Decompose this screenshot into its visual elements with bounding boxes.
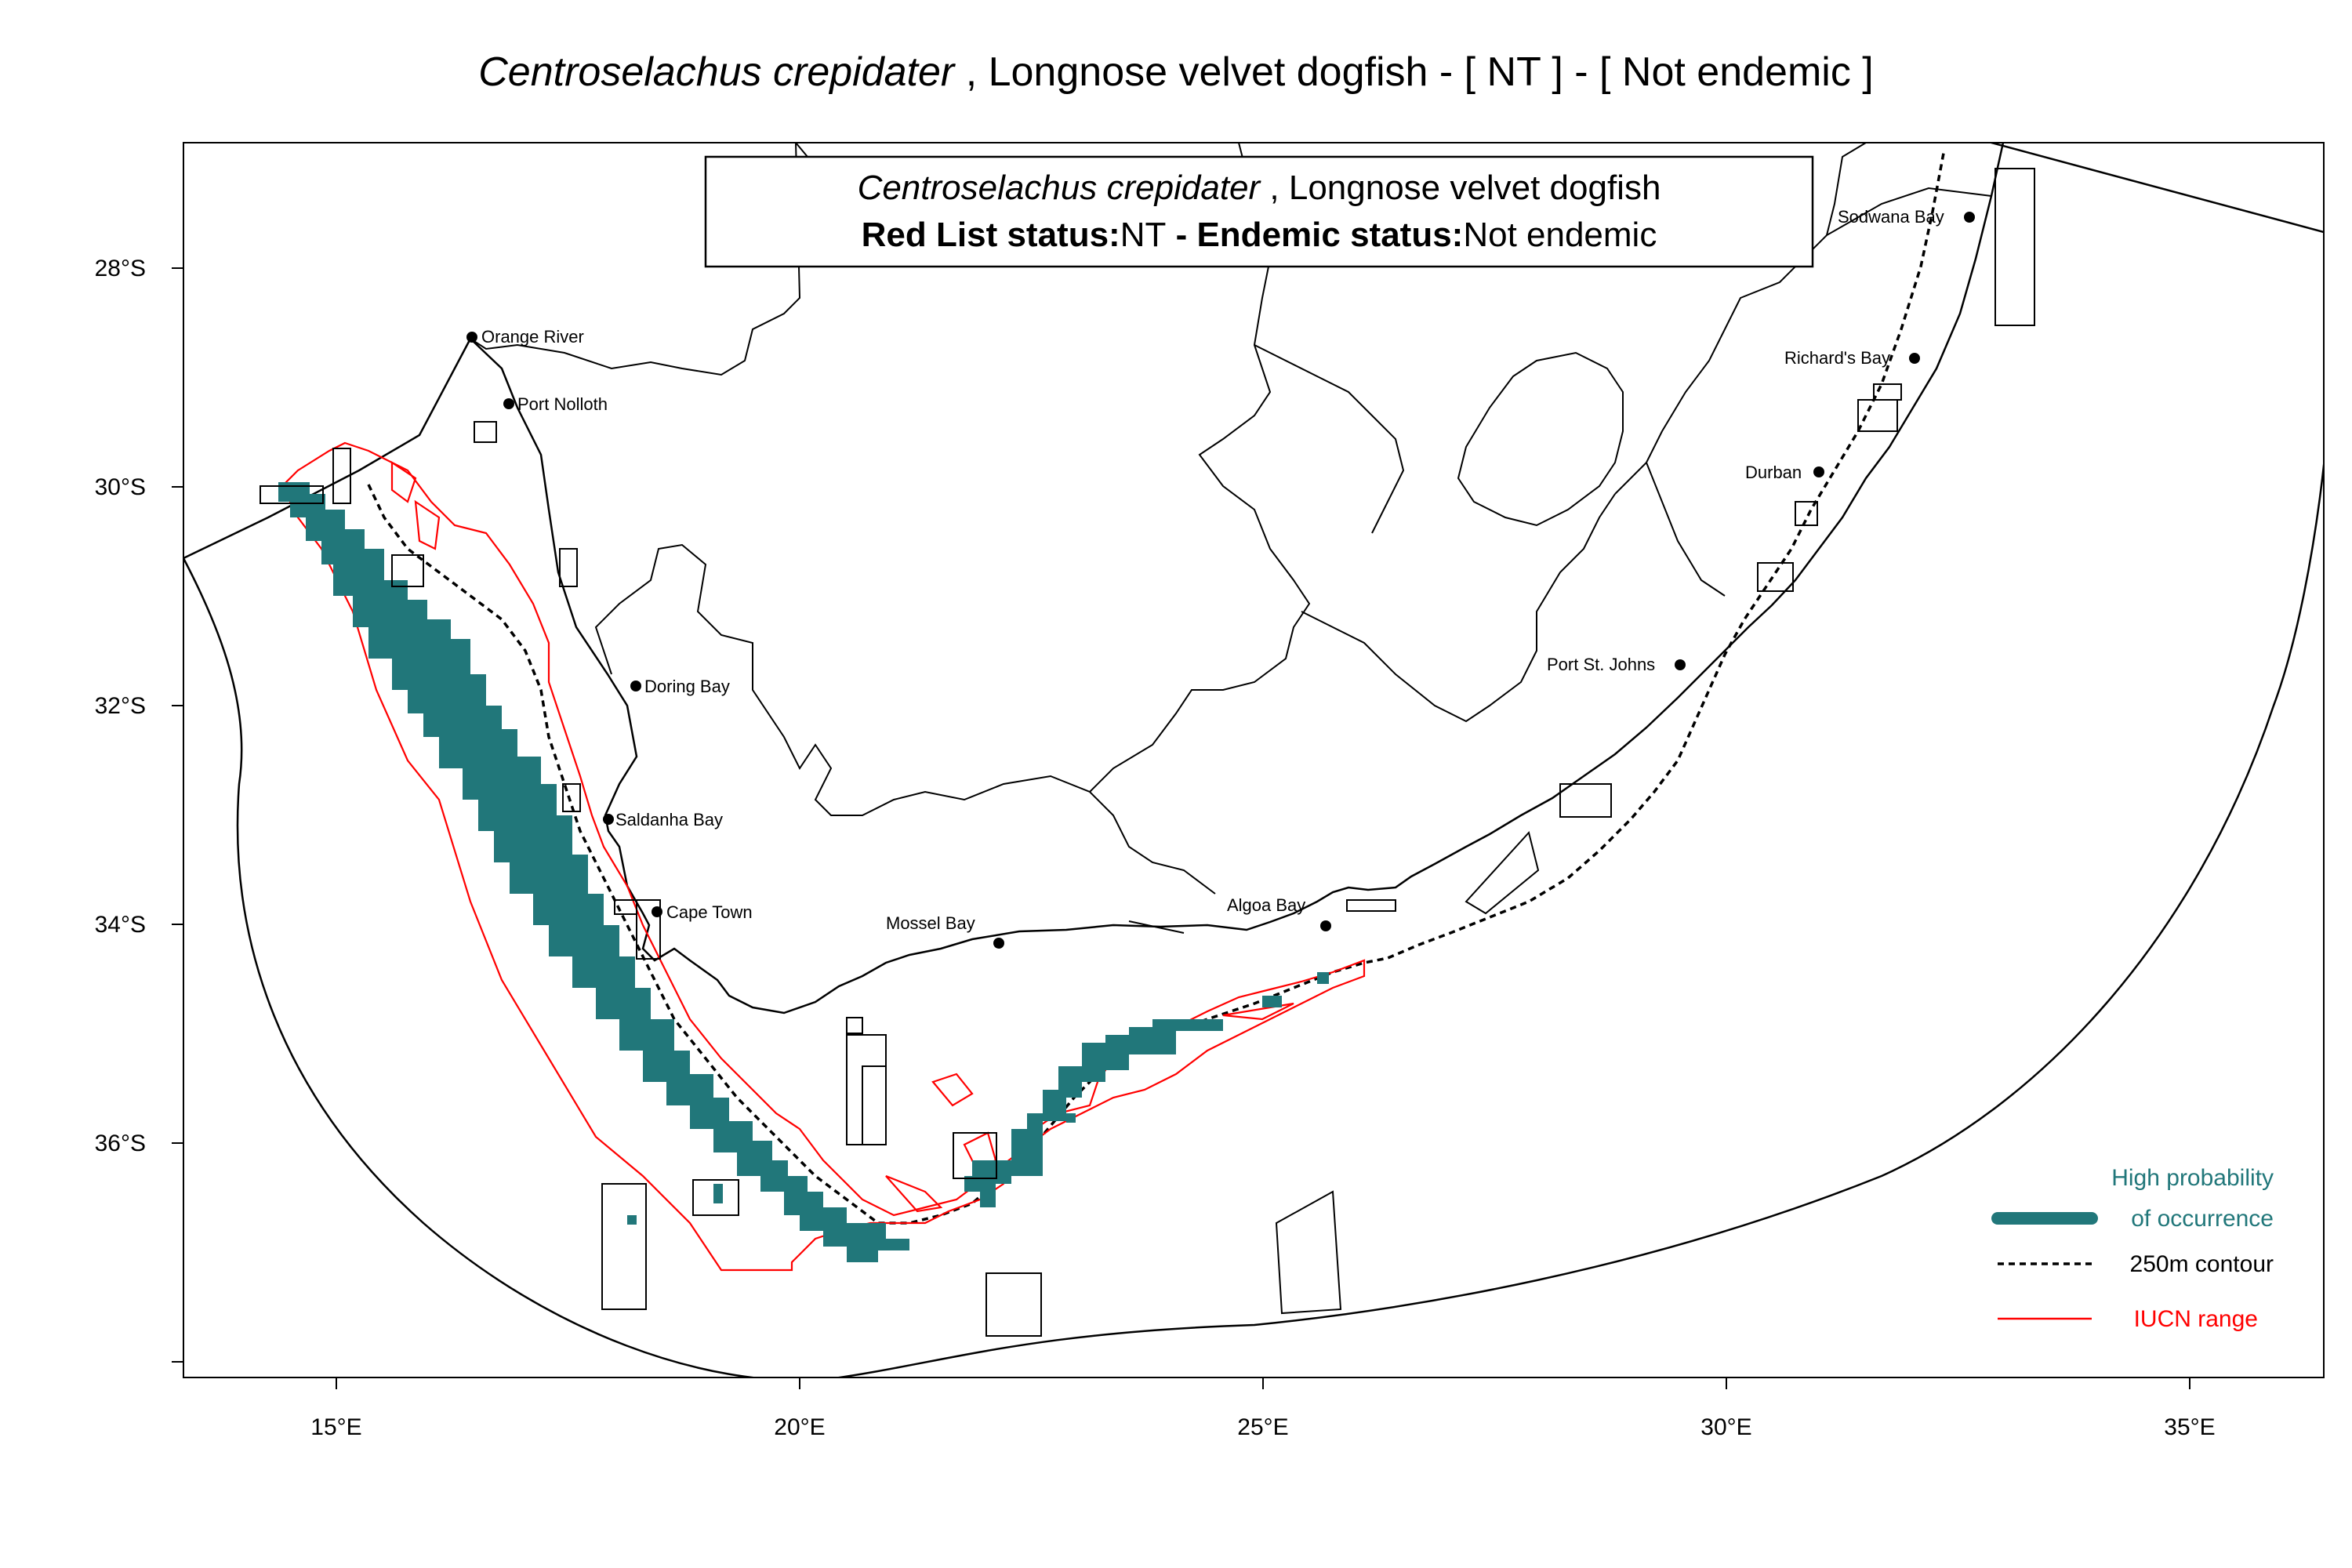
y-tick-36s: 36°S (95, 1131, 146, 1156)
x-tick-25e: 25°E (1237, 1414, 1288, 1440)
y-tick-32s: 32°S (95, 693, 146, 719)
place-durban: Durban (1745, 463, 1802, 482)
info-box-line2: Red List status:NT - Endemic status:Not … (862, 216, 1657, 254)
town-markers (466, 212, 1975, 949)
y-tick-28s: 28°S (95, 256, 146, 281)
place-sodwana-bay: Sodwana Bay (1838, 207, 1944, 227)
info-endemic-value: Not endemic (1463, 216, 1657, 254)
protected-areas (260, 168, 2035, 1337)
x-tick-35e: 35°E (2164, 1414, 2215, 1440)
internal-borders (470, 143, 1992, 895)
title-rest: , Longnose velvet dogfish - [ NT ] - [ N… (954, 49, 1874, 95)
info-red-list-label: Red List status: (862, 216, 1120, 254)
y-axis (172, 267, 183, 1363)
place-richards-bay: Richard's Bay (1784, 348, 1890, 368)
info-species: Centroselachus crepidater (858, 169, 1262, 207)
legend-high-prob-line1: High probability (2111, 1165, 2274, 1191)
place-mossel-bay: Mossel Bay (886, 913, 975, 933)
info-box-line1: Centroselachus crepidater , Longnose vel… (858, 169, 1661, 207)
x-tick-15e: 15°E (310, 1414, 361, 1440)
info-red-list-value: NT (1120, 216, 1167, 254)
x-tick-20e: 20°E (774, 1414, 825, 1440)
map-title: Centroselachus crepidater , Longnose vel… (0, 49, 2352, 96)
info-common: , Longnose velvet dogfish (1260, 169, 1661, 207)
place-port-nolloth: Port Nolloth (517, 394, 608, 414)
place-doring-bay: Doring Bay (644, 677, 730, 696)
occurrence-cells (278, 482, 1329, 1262)
info-endemic-label: - Endemic status: (1166, 216, 1463, 254)
place-port-st-johns: Port St. Johns (1547, 655, 1655, 674)
eez-boundary (183, 143, 2324, 1377)
info-box (704, 155, 1814, 268)
x-axis (336, 1377, 2190, 1389)
legend: High probability of occurrence 250m cont… (1991, 1165, 2274, 1332)
place-cape-town: Cape Town (666, 902, 753, 922)
place-saldanha-bay: Saldanha Bay (615, 810, 723, 829)
x-tick-30e: 30°E (1700, 1414, 1751, 1440)
place-algoa-bay: Algoa Bay (1227, 895, 1305, 915)
place-orange-river: Orange River (481, 327, 584, 347)
y-tick-34s: 34°S (95, 912, 146, 938)
legend-high-prob-line2: of occurrence (2131, 1206, 2274, 1232)
y-tick-30s: 30°S (95, 474, 146, 500)
title-species: Centroselachus crepidater (478, 49, 955, 95)
legend-iucn-label: IUCN range (2134, 1306, 2258, 1332)
legend-contour-label: 250m contour (2130, 1251, 2274, 1277)
